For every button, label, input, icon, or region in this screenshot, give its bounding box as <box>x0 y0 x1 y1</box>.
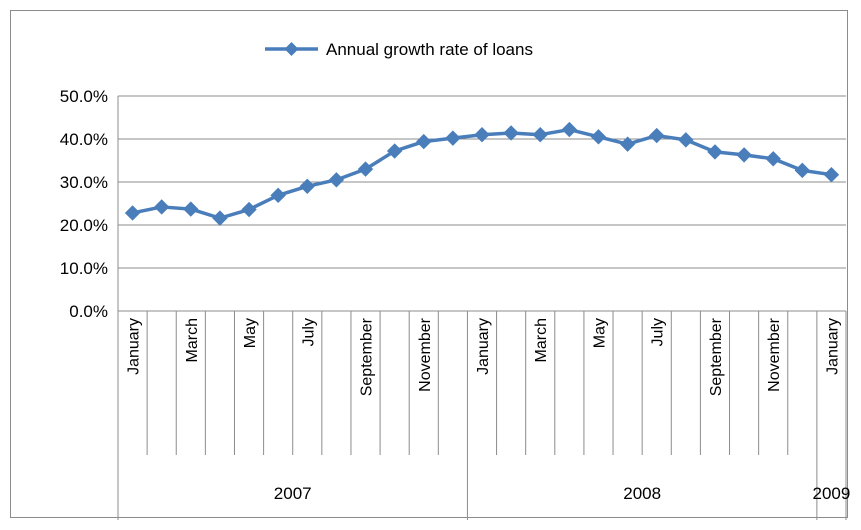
x-tick-label: July <box>650 318 667 346</box>
data-point <box>329 173 343 187</box>
y-tick-label: 40.0% <box>60 130 108 149</box>
data-point <box>708 145 722 159</box>
x-tick-label: November <box>417 317 434 391</box>
x-tick-label: March <box>184 318 201 362</box>
x-tick-label: November <box>766 317 783 391</box>
y-tick-label: 50.0% <box>60 87 108 106</box>
legend-marker <box>285 42 299 56</box>
data-point <box>824 168 838 182</box>
x-tick-label: January <box>126 318 143 375</box>
x-tick-label: July <box>300 318 317 346</box>
x-tick-label: September <box>359 317 376 396</box>
data-point <box>766 152 780 166</box>
year-label: 2009 <box>813 484 851 503</box>
data-point <box>504 126 518 140</box>
data-point <box>417 135 431 149</box>
y-tick-label: 30.0% <box>60 173 108 192</box>
year-label: 2008 <box>623 484 661 503</box>
data-point <box>562 123 576 137</box>
data-point <box>155 200 169 214</box>
data-point <box>184 202 198 216</box>
x-tick-label: March <box>533 318 550 362</box>
x-tick-label: May <box>242 318 259 348</box>
series-line <box>133 130 832 219</box>
x-tick-label: September <box>708 317 725 396</box>
data-point <box>242 203 256 217</box>
data-point <box>300 179 314 193</box>
data-point <box>475 128 489 142</box>
data-point <box>446 131 460 145</box>
x-tick-label: May <box>591 318 608 348</box>
data-point <box>679 133 693 147</box>
data-point <box>213 211 227 225</box>
data-point <box>591 130 605 144</box>
data-point <box>533 128 547 142</box>
x-tick-label: January <box>824 318 841 375</box>
x-tick-label: January <box>475 318 492 375</box>
legend-label: Annual growth rate of loans <box>326 40 533 59</box>
y-tick-label: 0.0% <box>69 302 108 321</box>
data-point <box>737 148 751 162</box>
data-point <box>126 206 140 220</box>
data-point <box>795 163 809 177</box>
y-tick-label: 10.0% <box>60 259 108 278</box>
y-tick-label: 20.0% <box>60 216 108 235</box>
year-label: 2007 <box>274 484 312 503</box>
data-point <box>650 129 664 143</box>
data-point <box>271 188 285 202</box>
